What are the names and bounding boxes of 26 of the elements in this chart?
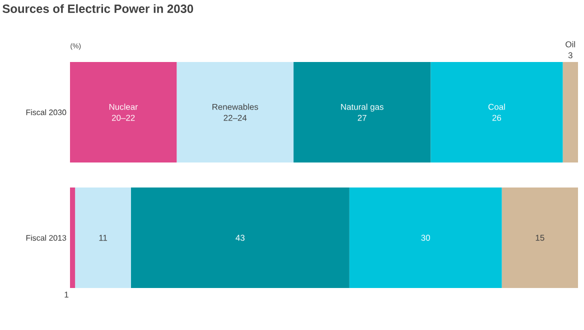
bar: [502, 188, 578, 288]
data-label: 30: [421, 234, 430, 241]
series-label: Coal: [488, 104, 505, 110]
data-label: 15: [536, 234, 544, 241]
data-label: 26: [492, 114, 502, 121]
data-label: 20–22: [112, 114, 135, 121]
bar: [70, 62, 177, 162]
bar: [294, 62, 431, 162]
bar: [176, 62, 294, 162]
data-label: 43: [236, 234, 245, 241]
bar: [70, 188, 76, 288]
series-label: Nuclear: [109, 104, 138, 110]
series-label: Natural gas: [341, 104, 384, 112]
bar: [430, 62, 563, 162]
data-label: 11: [99, 234, 108, 241]
chart-title: Sources of Electric Power in 2030: [2, 4, 194, 14]
series-label: Oil: [566, 41, 575, 48]
series-label: Renewables: [212, 104, 258, 110]
data-label: 3: [568, 52, 572, 58]
bar: [562, 62, 578, 162]
data-label: 22–24: [224, 114, 247, 121]
data-label: 27: [358, 114, 366, 121]
bar: [130, 188, 350, 288]
bar: [349, 188, 502, 288]
bar: [75, 188, 131, 288]
data-label: 1: [64, 292, 68, 298]
